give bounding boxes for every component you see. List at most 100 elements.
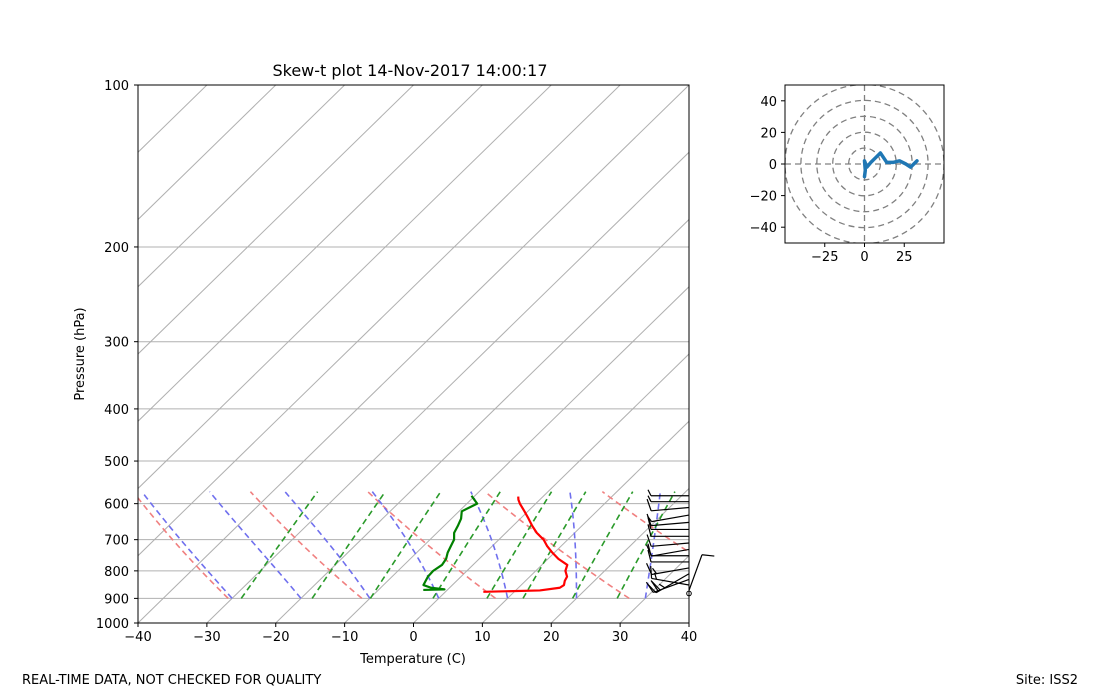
y-tick-label: 400: [104, 403, 129, 418]
wind-barb-feather: [647, 515, 653, 523]
skewt-reference-lines: [138, 491, 897, 600]
hodograph-y-tick-label: 0: [769, 158, 777, 173]
wind-barb-staff: [651, 577, 690, 586]
moist-adiabat: [371, 491, 440, 599]
isotherm-gridline: [138, 85, 277, 221]
hodograph-y-tick-label: 20: [760, 126, 777, 141]
isotherm-gridline: [138, 85, 483, 422]
moist-adiabat: [470, 491, 509, 599]
wind-barbs: [645, 489, 715, 597]
isotherm-gridline: [619, 555, 689, 623]
x-tick-label: −10: [331, 630, 358, 645]
x-tick-label: −30: [193, 630, 220, 645]
isotherm-gridline: [138, 85, 414, 355]
isotherm-gridline: [688, 622, 689, 623]
mixing-ratio-line: [369, 491, 442, 599]
y-tick-label: 600: [104, 498, 129, 513]
site-label: Site: ISS2: [1015, 673, 1078, 688]
dry-adiabat: [367, 491, 497, 600]
wind-barb-feather: [652, 567, 657, 575]
wind-barb-feather: [647, 495, 652, 502]
skewt-title: Skew-t plot 14-Nov-2017 14:00:17: [272, 61, 547, 80]
wind-barb: [647, 489, 689, 497]
mixing-ratio-line: [571, 491, 634, 599]
x-tick-label: −40: [124, 630, 151, 645]
wind-barb: [647, 514, 690, 523]
wind-barb: [647, 573, 690, 594]
hodograph-y-tick-label: 40: [760, 95, 777, 110]
y-tick-label: 800: [104, 565, 129, 580]
wind-barb: [647, 549, 689, 563]
isotherm-gridline: [482, 420, 689, 623]
wind-barb-staff: [651, 548, 690, 557]
wind-barb-feather: [647, 583, 657, 594]
x-axis-label: Temperature (C): [359, 652, 466, 667]
x-tick-label: 0: [409, 630, 417, 645]
x-tick-label: 40: [681, 630, 698, 645]
hodograph-y-tick-label: −40: [750, 221, 777, 236]
y-tick-label: 200: [104, 241, 129, 256]
y-tick-label: 500: [104, 455, 129, 470]
moist-adiabat: [284, 491, 371, 599]
x-tick-label: 30: [612, 630, 629, 645]
y-tick-label: 700: [104, 534, 129, 549]
x-tick-label: 20: [543, 630, 560, 645]
wind-barb-staff: [655, 573, 690, 594]
hodograph-x-tick-label: 0: [860, 250, 868, 265]
dry-adiabat: [720, 492, 897, 599]
hodograph-ticks: −25 0 25 −40 −20 0 20 40: [750, 95, 913, 265]
skewt-grid: [0, 85, 689, 623]
quality-disclaimer: REAL-TIME DATA, NOT CHECKED FOR QUALITY: [22, 673, 322, 688]
mixing-ratio-line: [240, 491, 319, 599]
wind-barb-staff: [688, 554, 703, 591]
x-tick-label: −20: [262, 630, 289, 645]
isotherm-gridline: [275, 218, 689, 623]
isotherm-gridline: [344, 286, 689, 623]
wind-barb-feather: [658, 583, 666, 589]
wind-barb-staff: [651, 567, 690, 576]
moist-adiabat: [141, 491, 233, 599]
wind-barb: [647, 524, 689, 537]
wind-barb: [645, 562, 690, 576]
mixing-ratio-line: [522, 491, 587, 599]
dry-adiabat: [249, 491, 363, 599]
wind-barb-staff: [651, 506, 690, 512]
wind-barb: [647, 495, 689, 503]
isotherm-gridline: [413, 353, 689, 623]
isotherm-gridline: [206, 151, 689, 623]
dry-adiabat: [484, 491, 630, 600]
wind-barb-staff: [651, 514, 690, 523]
wind-barb-feather: [701, 554, 715, 557]
isotherm-gridline: [138, 85, 621, 557]
wind-barb-feather: [647, 549, 652, 563]
wind-barb: [646, 534, 690, 547]
y-tick-label: 900: [104, 592, 129, 607]
hodograph-trace: [862, 151, 919, 179]
dewpoint-profile: [422, 495, 479, 592]
moist-adiabat: [208, 491, 302, 599]
skewt-ticks: −40 −30 −20 −10 0 10 20 30 40 100 200 300 400 500 600 7…: [96, 79, 697, 645]
temperature-profile: [483, 496, 569, 593]
wind-barb-feather: [646, 498, 652, 512]
isotherm-gridline: [138, 85, 552, 490]
isotherm-gridline: [138, 85, 345, 288]
wind-barb: [688, 554, 715, 591]
moist-adiabat: [569, 491, 578, 599]
hodograph-y-tick-label: −20: [750, 190, 777, 205]
wind-barb-staff: [651, 521, 690, 527]
wind-barb-feather: [645, 562, 653, 575]
mixing-ratio-line: [616, 491, 676, 599]
wind-barb-feather: [651, 580, 661, 591]
hodograph-trace-line: [862, 151, 919, 179]
isotherm-gridline: [550, 487, 689, 623]
mixing-ratio-line: [486, 491, 553, 599]
y-axis-label: Pressure (hPa): [73, 307, 88, 400]
y-tick-label: 300: [104, 336, 129, 351]
wind-barb-feather: [647, 489, 652, 496]
wind-barb: [646, 498, 690, 512]
dry-adiabat: [138, 496, 229, 599]
isotherm-gridline: [0, 85, 69, 623]
isotherm-gridline: [138, 85, 689, 623]
y-tick-label: 1000: [96, 617, 129, 632]
